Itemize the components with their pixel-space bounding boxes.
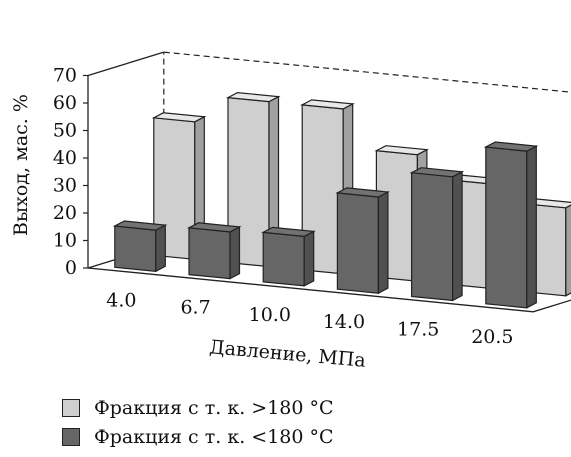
bar-side-face — [453, 172, 463, 301]
bar-side-face — [156, 225, 166, 271]
bar-1-5 — [486, 142, 537, 308]
bar-side-face — [378, 192, 388, 293]
x-tick-label: 17.5 — [397, 318, 439, 340]
y-tick-label: 40 — [53, 147, 77, 169]
y-tick-label: 60 — [53, 92, 77, 114]
x-tick-label: 6.7 — [180, 297, 210, 319]
x-tick-label: 14.0 — [323, 311, 365, 333]
bar-1-4 — [412, 168, 463, 301]
y-axis-title: Выход, мас. % — [10, 94, 32, 236]
x-tick-label: 10.0 — [249, 304, 291, 326]
bar-side-face — [566, 203, 571, 296]
bar-front-face — [486, 147, 527, 308]
legend: Фракция с т. к. >180 °C Фракция с т. к. … — [62, 393, 334, 451]
bar-side-face — [230, 227, 240, 279]
bar-1-2 — [263, 227, 314, 286]
legend-label-light: Фракция с т. к. >180 °C — [94, 397, 334, 419]
bar-front-face — [263, 232, 304, 286]
bar-1-0 — [115, 221, 166, 271]
y-tick-label: 50 — [53, 120, 77, 142]
bar-side-face — [304, 231, 314, 286]
legend-label-dark: Фракция с т. к. <180 °C — [94, 426, 334, 448]
bar-front-face — [189, 228, 230, 279]
y-tick-label: 30 — [53, 175, 77, 197]
legend-swatch-dark — [62, 428, 80, 446]
y-tick-label: 0 — [65, 257, 77, 279]
y-tick-label: 70 — [53, 65, 77, 87]
bar-1-1 — [189, 223, 240, 279]
back-wall-top-edge — [164, 52, 571, 96]
left-wall-top-edge — [88, 52, 164, 75]
x-axis-title: Давление, МПа — [208, 336, 366, 372]
x-tick-label: 4.0 — [106, 289, 136, 311]
bar-front-face — [337, 193, 378, 293]
legend-swatch-light — [62, 399, 80, 417]
y-tick-label: 20 — [53, 202, 77, 224]
bar-front-face — [412, 173, 453, 301]
x-tick-label: 20.5 — [471, 326, 513, 348]
legend-item-light: Фракция с т. к. >180 °C — [62, 393, 334, 422]
bar-front-face — [115, 226, 156, 271]
y-tick-label: 10 — [53, 230, 77, 252]
bar-side-face — [527, 146, 537, 308]
legend-item-dark: Фракция с т. к. <180 °C — [62, 422, 334, 451]
bar-1-3 — [337, 188, 388, 293]
